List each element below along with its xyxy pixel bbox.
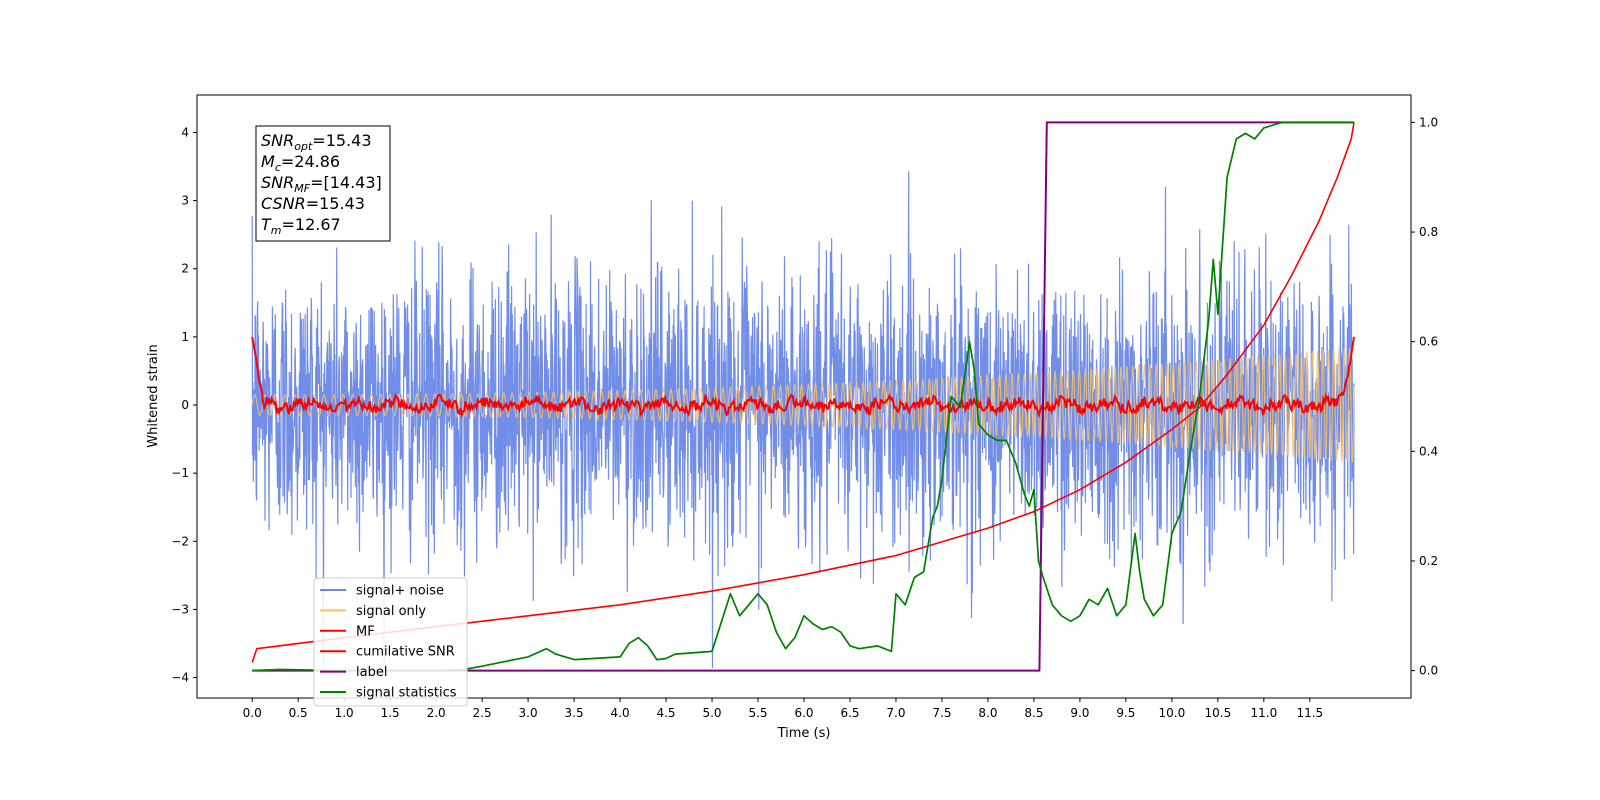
series-signal-statistics-line [252, 121, 1354, 672]
x-tick-label: 0.0 [243, 706, 262, 720]
y-tick-label: 3 [181, 194, 189, 208]
y-right-tick-label: 0.0 [1419, 664, 1438, 678]
x-tick-label: 5.0 [702, 706, 721, 720]
y-tick-label: −4 [171, 671, 189, 685]
x-tick-label: 6.5 [840, 706, 859, 720]
legend-entry: signal+ noise [356, 584, 444, 599]
y-tick-label: −3 [171, 602, 189, 616]
y-right-tick-label: 1.0 [1419, 115, 1438, 129]
annotation-frame [255, 125, 391, 242]
x-tick-label: 3.0 [519, 706, 538, 720]
legend-entry: signal statistics [356, 686, 457, 701]
x-tick-label: 2.5 [473, 706, 492, 720]
legend-entry: signal only [356, 604, 426, 619]
axes: 0.0 0.5 1.0 1.5 2.0 2.5 3.0 3.5 4.0 4.5 5.0 5.5 6.0 6… [171, 115, 1438, 720]
x-tick-label: 0.5 [289, 706, 308, 720]
y-right-tick-label: 0.6 [1419, 335, 1438, 349]
annotation-line: Tm=12.67 [261, 215, 341, 237]
annotation-line: SNRopt=15.43 [261, 131, 372, 153]
x-tick-label: 11.5 [1296, 706, 1323, 720]
x-tick-label: 11.0 [1250, 706, 1277, 720]
annotation-line: SNRMF=[14.43] [261, 173, 382, 195]
x-tick-label: 4.5 [656, 706, 675, 720]
x-tick-label: 5.5 [748, 706, 767, 720]
y-tick-label: 1 [181, 330, 189, 344]
legend: signal+ noise signal only MF cumilative SNR… [313, 577, 468, 707]
annotation-line: CSNR=15.43 [261, 194, 365, 213]
y-tick-label: −2 [171, 534, 189, 548]
y-tick-label: −1 [171, 466, 189, 480]
series-label-line [252, 121, 1354, 672]
y-right-tick-label: 0.4 [1419, 444, 1438, 458]
series-cumilative-snr-line [251, 122, 1355, 663]
y-tick-label: 2 [181, 262, 189, 276]
annotation-box: SNRopt=15.43Mc=24.86SNRMF=[14.43]CSNR=15… [255, 125, 391, 242]
legend-entry: MF [356, 624, 375, 639]
plot-area [251, 121, 1355, 672]
x-tick-label: 1.5 [381, 706, 400, 720]
y-right-tick-label: 0.8 [1419, 225, 1438, 239]
y-right-tick-label: 0.2 [1419, 554, 1438, 568]
x-tick-label: 4.0 [611, 706, 630, 720]
legend-entry: label [356, 665, 387, 680]
y-tick-label: 4 [181, 125, 189, 139]
legend-frame [313, 577, 468, 707]
annotation-line: Mc=24.86 [261, 152, 340, 174]
series-signal-noise-line [251, 171, 1355, 671]
x-tick-label: 2.0 [427, 706, 446, 720]
legend-entry: cumilative SNR [356, 645, 455, 660]
x-tick-label: 10.5 [1205, 706, 1232, 720]
x-tick-label: 6.0 [794, 706, 813, 720]
y-tick-label: 0 [181, 398, 189, 412]
x-axis-label: Time (s) [777, 726, 831, 741]
x-tick-label: 9.5 [1116, 706, 1135, 720]
x-tick-label: 7.0 [886, 706, 905, 720]
series-mf-line [251, 336, 1355, 419]
x-tick-label: 3.5 [565, 706, 584, 720]
x-tick-label: 1.0 [335, 706, 354, 720]
x-tick-label: 8.0 [978, 706, 997, 720]
y-axis-label: Whitened strain [146, 344, 161, 447]
x-tick-label: 8.5 [1024, 706, 1043, 720]
x-tick-label: 9.0 [1070, 706, 1089, 720]
x-tick-label: 7.5 [932, 706, 951, 720]
x-tick-label: 10.0 [1159, 706, 1186, 720]
